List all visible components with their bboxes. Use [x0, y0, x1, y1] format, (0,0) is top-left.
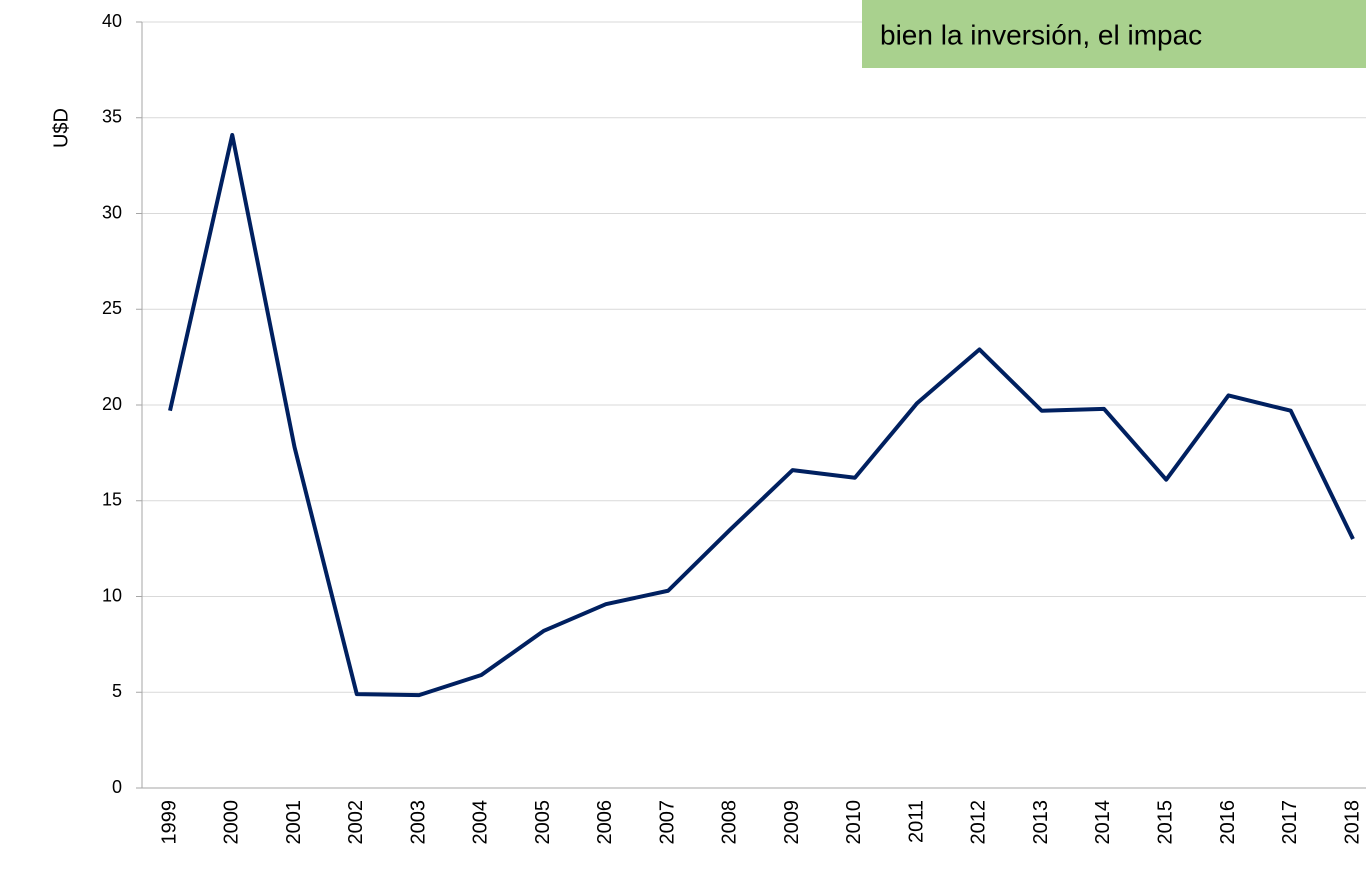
- y-axis-title: U$D: [50, 108, 72, 148]
- annotation-text: bien la inversión, el impac: [880, 19, 1202, 50]
- y-tick-label: 20: [102, 394, 122, 414]
- y-tick-label: 35: [102, 107, 122, 127]
- x-tick-label: 2009: [781, 800, 803, 845]
- data-line: [168, 132, 1355, 698]
- x-tick-label: 2000: [221, 800, 243, 845]
- x-tick-label: 2004: [470, 800, 492, 845]
- y-tick-label: 25: [102, 298, 122, 318]
- x-tick-label: 2010: [843, 800, 865, 845]
- x-tick-label: 2001: [283, 800, 305, 845]
- x-tick-label: 2011: [905, 800, 927, 843]
- y-tick-label: 15: [102, 490, 122, 510]
- x-tick-label: 2003: [407, 800, 429, 845]
- y-tick-label: 40: [102, 11, 122, 31]
- y-tick-label: 30: [102, 202, 122, 222]
- x-tick-label: 2018: [1341, 800, 1363, 845]
- x-tick-label: 2015: [1154, 800, 1176, 845]
- y-tick-label: 0: [112, 777, 122, 797]
- x-tick-label: 2016: [1217, 800, 1239, 845]
- x-tick-label: 2013: [1030, 800, 1052, 845]
- x-tick-label: 2005: [532, 800, 554, 845]
- x-tick-label: 2006: [594, 800, 616, 845]
- x-tick-label: 2017: [1279, 800, 1301, 845]
- x-tick-label: 1999: [158, 800, 180, 845]
- x-tick-label: 2008: [719, 800, 741, 845]
- x-tick-label: 2007: [656, 800, 678, 845]
- x-tick-label: 2012: [968, 800, 990, 845]
- x-tick-label: 2014: [1092, 800, 1114, 845]
- annotation-box: [862, 0, 1366, 68]
- x-tick-label: 2002: [345, 800, 367, 845]
- y-tick-label: 10: [102, 585, 122, 605]
- y-tick-label: 5: [112, 681, 122, 701]
